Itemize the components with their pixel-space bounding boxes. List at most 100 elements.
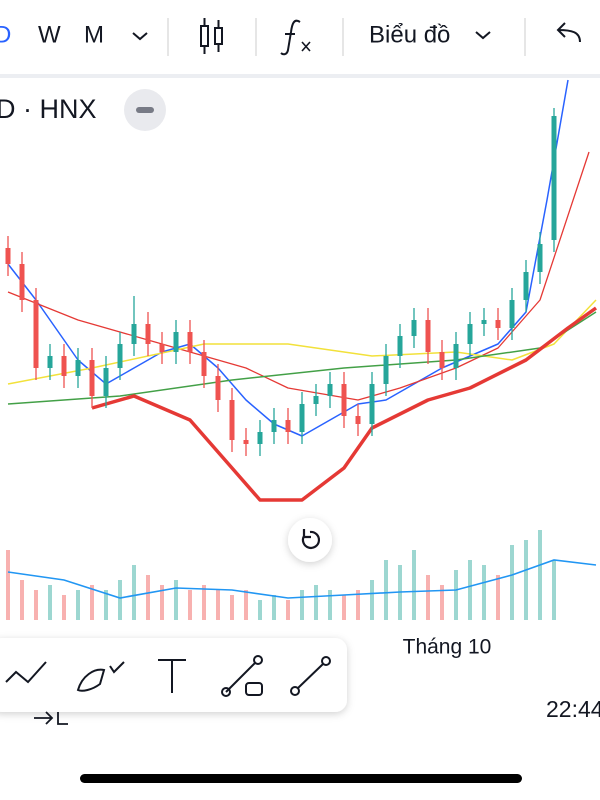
volume-bar: [538, 530, 542, 620]
candle-body: [33, 300, 39, 368]
volume-bar: [48, 585, 52, 620]
volume-average-line: [7, 559, 597, 599]
volume-bar: [34, 590, 38, 620]
volume-bar: [76, 590, 80, 620]
candle-body: [19, 264, 25, 300]
candle-body: [537, 244, 543, 272]
candle-body: [481, 320, 487, 324]
candle-body: [411, 320, 417, 336]
volume-bar: [202, 585, 206, 620]
volume-bar: [524, 540, 528, 620]
volume-bar: [300, 590, 304, 620]
candle-body: [145, 324, 151, 344]
candle-body: [187, 332, 193, 352]
nav-icon[interactable]: [34, 711, 68, 725]
candle-body: [341, 384, 347, 416]
volume-bar: [104, 590, 108, 620]
reset-button[interactable]: [288, 518, 332, 562]
candle-body: [439, 352, 445, 368]
volume-bar: [454, 570, 458, 620]
candle-body: [285, 420, 291, 432]
volume-bar: [496, 575, 500, 620]
top-toolbar: D W M Biểu đồ: [0, 18, 581, 56]
candle-body: [89, 360, 95, 396]
candle-body: [201, 352, 207, 376]
brush-tool[interactable]: [76, 661, 125, 692]
volume-bar: [244, 590, 248, 620]
candle-body: [117, 344, 123, 368]
candle-body: [103, 368, 109, 396]
volume-bar: [552, 560, 556, 620]
volume-bar: [440, 585, 444, 620]
average-line: [91, 306, 598, 502]
volume-bar: [160, 585, 164, 620]
tab[interactable]: W: [38, 21, 61, 48]
chart: [5, 79, 598, 620]
dropdown-icon[interactable]: [475, 31, 491, 40]
candle-body: [397, 336, 403, 356]
volume-bar: [146, 575, 150, 620]
candle-body: [425, 320, 431, 352]
volume-bar: [188, 590, 192, 620]
candle-body: [467, 324, 473, 344]
volume-bar: [118, 580, 122, 620]
candle-body: [551, 116, 557, 240]
home-indicator: [80, 774, 522, 783]
dropdown-icon[interactable]: [132, 32, 148, 41]
volume-bar: [216, 590, 220, 620]
chart-menu[interactable]: Biểu đồ: [369, 21, 450, 48]
drawing-toolbar: [0, 638, 347, 712]
volume-bar: [370, 580, 374, 620]
volume-bar: [62, 595, 66, 620]
candle-body: [369, 384, 375, 424]
volume-bar: [356, 590, 360, 620]
volume-bar: [482, 565, 486, 620]
candle-body: [327, 384, 333, 396]
line-tool[interactable]: [290, 656, 331, 696]
volume-bar: [132, 565, 136, 620]
x-axis-label: Tháng 10: [403, 636, 492, 659]
volume-bar: [90, 585, 94, 620]
shape-tool[interactable]: [221, 655, 263, 697]
candle-body: [229, 400, 235, 440]
symbol: D · HNX: [0, 94, 97, 124]
candle-body: [383, 356, 389, 384]
average-line: [7, 151, 590, 401]
volume-bar: [412, 550, 416, 620]
volume-bar: [314, 585, 318, 620]
candle-body: [243, 440, 249, 444]
candle-body: [355, 416, 361, 424]
volume-bar: [384, 560, 388, 620]
candle-body: [495, 320, 501, 328]
candle-body: [257, 432, 263, 444]
candle-body: [271, 420, 277, 432]
volume-bar: [342, 595, 346, 620]
indicator-icon[interactable]: [280, 19, 311, 56]
volume-bar: [426, 575, 430, 620]
volume-bar: [286, 600, 290, 620]
candle-body: [75, 360, 81, 376]
candle-body: [509, 300, 515, 328]
volume-bar: [20, 580, 24, 620]
toolbar-divider: [0, 74, 600, 78]
candle-body: [299, 404, 305, 432]
candle-body: [173, 332, 179, 352]
volume-bar: [258, 600, 262, 620]
candle-body: [47, 356, 53, 368]
volume-bar: [328, 590, 332, 620]
collapse-button[interactable]: [124, 89, 166, 131]
volume-bar: [230, 595, 234, 620]
candle-body: [215, 376, 221, 400]
volume-bar: [6, 550, 10, 620]
candle-body: [313, 396, 319, 404]
volume-bar: [510, 545, 514, 620]
candle-icon[interactable]: [200, 18, 223, 54]
undo-icon[interactable]: [556, 22, 581, 43]
tab[interactable]: D: [0, 21, 11, 48]
text-tool[interactable]: [158, 659, 186, 693]
trend-tool[interactable]: [5, 661, 47, 684]
volume-bar: [468, 560, 472, 620]
tab[interactable]: M: [84, 21, 104, 48]
